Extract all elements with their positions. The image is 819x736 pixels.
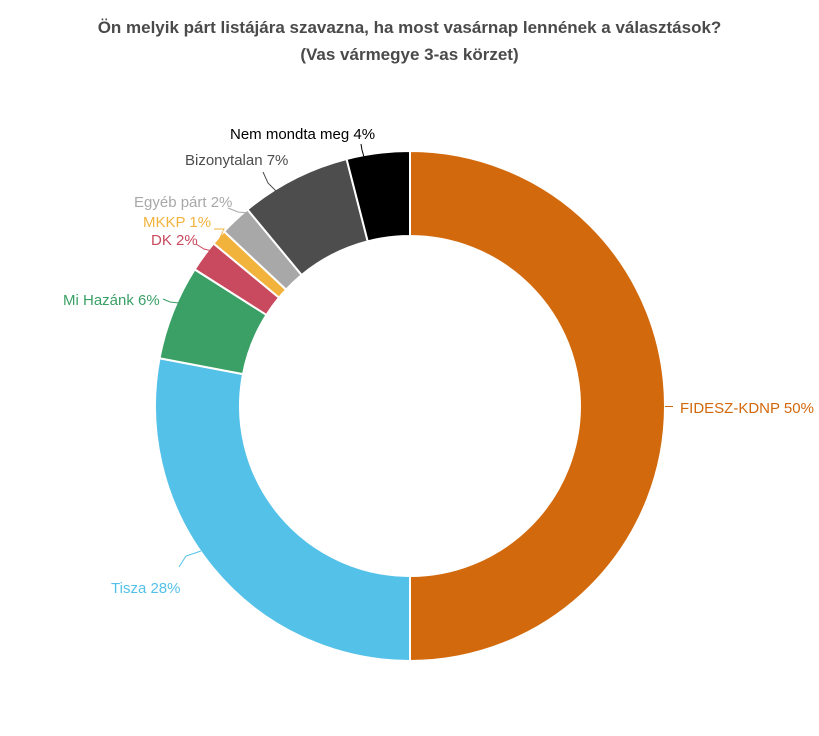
slice-label-bizonytalan: Bizonytalan 7% (185, 152, 288, 169)
chart-title-line1: Ön melyik párt listájára szavazna, ha mo… (97, 18, 722, 37)
pie-slice-fidesz-kdnp[interactable] (409, 150, 666, 662)
label-connector-tisza (178, 550, 202, 568)
slice-label-mi-hazank: Mi Hazánk 6% (63, 292, 160, 309)
label-connector-dk (195, 243, 213, 252)
chart-title: Ön melyik párt listájára szavazna, ha mo… (0, 14, 819, 68)
label-connector-nem-mondta-meg (360, 143, 365, 158)
label-connector-mi-hazank (162, 298, 180, 304)
slice-label-mkkp: MKKP 1% (143, 214, 211, 231)
slice-label-fidesz-kdnp: FIDESZ-KDNP 50% (680, 400, 814, 417)
chart-title-line2: (Vas vármegye 3-as körzet) (300, 45, 519, 64)
slice-label-tisza: Tisza 28% (111, 580, 180, 597)
pie-slice-tisza[interactable] (154, 357, 411, 662)
pie-slice-nem-mondta-meg[interactable] (345, 150, 411, 243)
label-connector-mkkp (214, 228, 225, 241)
label-connector-bizonytalan (262, 171, 278, 193)
slice-label-egyeb-part: Egyéb párt 2% (134, 194, 232, 211)
label-connector-egyeb-part (227, 207, 250, 214)
slice-label-dk: DK 2% (151, 232, 198, 249)
slice-label-nem-mondta-meg: Nem mondta meg 4% (230, 126, 375, 143)
